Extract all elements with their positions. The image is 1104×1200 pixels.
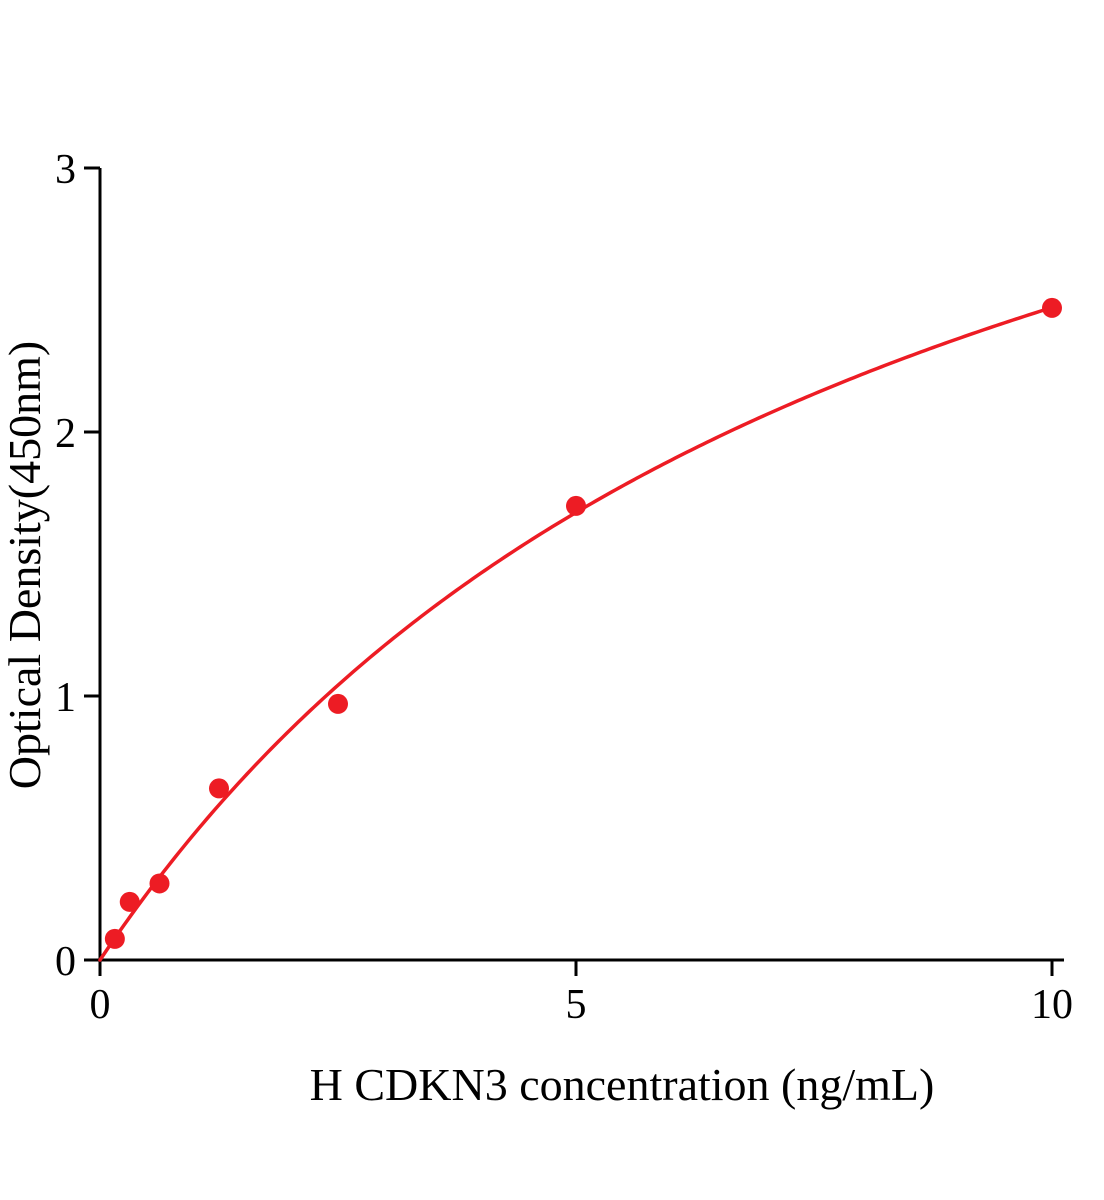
data-point: [1042, 297, 1062, 318]
data-point: [119, 891, 140, 912]
y-tick-label: 3: [55, 147, 76, 193]
data-point: [104, 928, 125, 949]
x-tick-label: 0: [90, 982, 111, 1028]
tick-labels: 0 5 10 0 1 2 3: [55, 147, 1073, 1028]
axes: [84, 166, 1064, 976]
standard-curve: [98, 305, 1054, 962]
y-tick-label: 2: [55, 411, 76, 457]
y-tick-label: 0: [55, 939, 76, 985]
x-axis-label: H CDKN3 concentration (ng/mL): [310, 1059, 935, 1110]
data-point: [328, 693, 348, 714]
data-point: [566, 495, 586, 516]
fit-curve: [98, 305, 1054, 962]
y-tick-label: 1: [55, 675, 76, 721]
y-axis-label: Optical Density(450nm): [0, 341, 50, 789]
x-tick-label: 10: [1031, 982, 1073, 1028]
data-point: [209, 778, 229, 799]
data-point: [149, 873, 170, 894]
data-points: [104, 297, 1062, 949]
x-tick-label: 5: [566, 982, 587, 1028]
